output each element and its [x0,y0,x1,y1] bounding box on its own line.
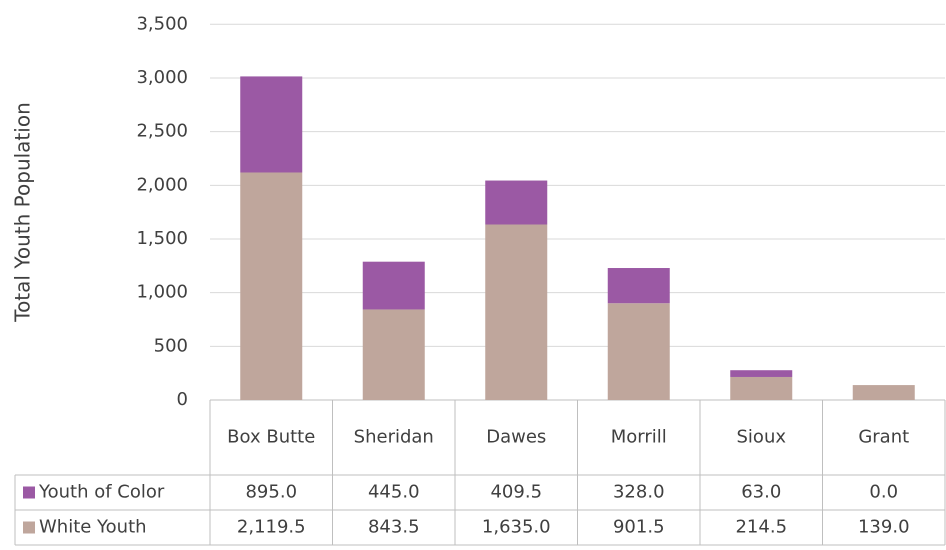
data-label: 409.5 [490,482,542,503]
bar-segment [607,268,670,304]
legend-swatch [23,486,35,499]
bar-segment [362,309,425,400]
bar-segment [485,180,548,225]
data-label: 63.0 [741,482,781,503]
legend-swatch [23,521,35,534]
x-tick-label: Sheridan [354,427,434,448]
bar-segment [607,303,670,400]
y-tick-label: 2,000 [136,174,188,195]
data-label: 1,635.0 [482,517,551,538]
data-label: 328.0 [613,482,665,503]
x-tick-label: Grant [858,427,909,448]
y-tick-label: 3,000 [136,67,188,88]
y-tick-label: 1,000 [136,282,188,303]
y-axis-label: Total Youth Population [11,102,35,323]
bar-segment [362,261,425,310]
x-tick-label: Morrill [611,427,667,448]
data-label: 895.0 [245,482,297,503]
bar-segment [240,172,303,400]
data-label: 901.5 [613,517,665,538]
data-label: 2,119.5 [237,517,306,538]
y-tick-label: 3,500 [136,13,188,34]
x-tick-label: Box Butte [227,427,315,448]
y-tick-label: 1,500 [136,228,188,249]
bar-segment [240,76,303,173]
y-tick-label: 2,500 [136,121,188,142]
bar-segment [852,385,915,400]
data-label: 214.5 [735,517,787,538]
legend-label: White Youth [39,517,147,538]
x-tick-label: Dawes [486,427,546,448]
bar-segment [730,376,793,400]
data-label: 445.0 [368,482,420,503]
bar-segment [730,370,793,377]
data-label: 0.0 [869,482,898,503]
y-tick-label: 0 [177,389,188,410]
x-tick-label: Sioux [737,427,787,448]
bar-segment [485,224,548,400]
data-label: 843.5 [368,517,420,538]
y-tick-label: 500 [154,335,188,356]
legend-label: Youth of Color [38,482,165,503]
data-label: 139.0 [858,517,910,538]
